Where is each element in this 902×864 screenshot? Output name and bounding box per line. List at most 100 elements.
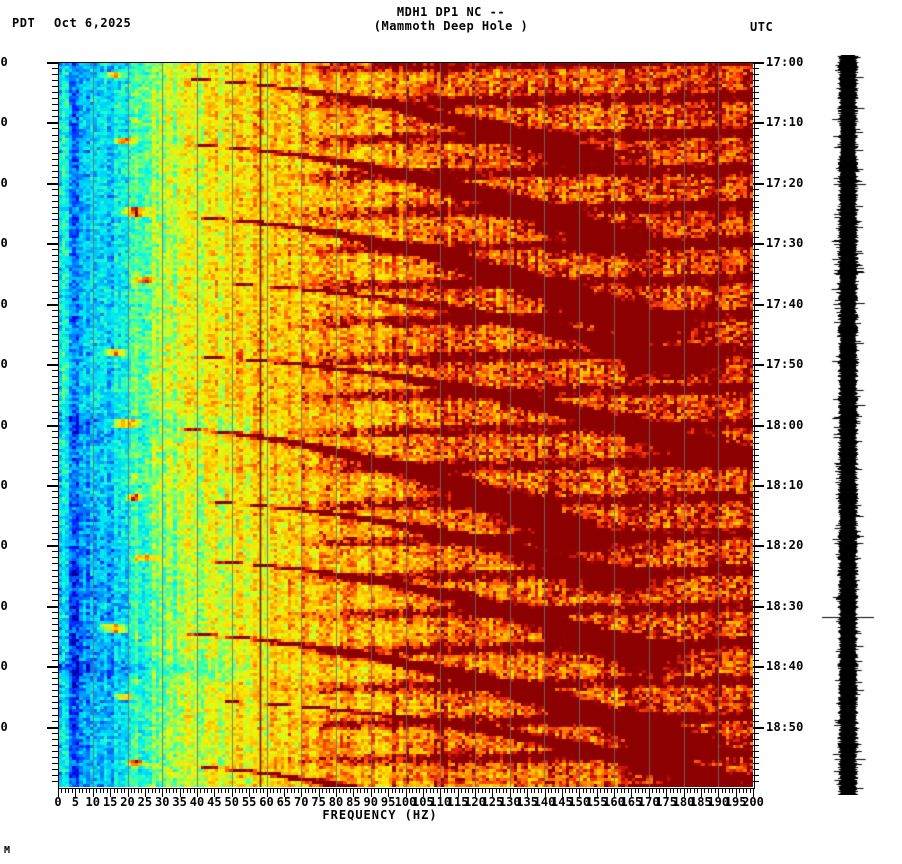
time-tick-minor-right: [753, 128, 759, 130]
freq-label: 140: [533, 795, 556, 809]
freq-tick-minor: [558, 788, 560, 793]
freq-label: 30: [155, 795, 170, 809]
freq-tick-minor: [600, 788, 602, 793]
freq-tick-minor: [725, 788, 727, 793]
time-tick-minor-left: [52, 261, 58, 263]
time-label-pdt: 11:40: [0, 659, 8, 674]
time-tick-minor-left: [52, 478, 58, 480]
page-title: MDH1 DP1 NC --: [396, 5, 506, 19]
time-tick-minor-left: [52, 690, 58, 692]
freq-tick-minor: [714, 788, 716, 793]
time-tick-minor-right: [753, 412, 759, 414]
time-tick-minor-left: [52, 267, 58, 269]
time-tick-minor-right: [753, 225, 759, 227]
time-tick-major-left: [47, 62, 58, 64]
freq-tick-minor: [690, 788, 692, 793]
freq-tick-minor: [641, 788, 643, 793]
time-tick-minor-left: [52, 376, 58, 378]
freq-tick-minor: [235, 788, 237, 793]
time-tick-minor-left: [52, 128, 58, 130]
freq-tick-minor: [82, 788, 84, 793]
freq-tick-minor: [454, 788, 456, 793]
freq-tick-minor: [572, 788, 574, 793]
time-label-pdt: 11:50: [0, 719, 8, 734]
time-tick-minor-left: [52, 176, 58, 178]
time-tick-minor-left: [52, 581, 58, 583]
freq-tick-minor: [210, 788, 212, 793]
x-axis-title: FREQUENCY (HZ): [322, 808, 438, 822]
time-tick-minor-right: [753, 333, 759, 335]
freq-tick-minor: [134, 788, 136, 793]
spectrogram-canvas[interactable]: [58, 62, 753, 787]
time-tick-minor-right: [753, 551, 759, 553]
freq-tick-minor: [280, 788, 282, 793]
time-tick-minor-left: [52, 436, 58, 438]
freq-label: 85: [346, 795, 361, 809]
time-tick-major-left: [47, 424, 58, 427]
time-label-pdt: 11:20: [0, 538, 8, 553]
time-tick-major-left: [47, 545, 58, 548]
freq-tick-minor: [381, 788, 383, 793]
freq-tick-minor: [523, 788, 525, 793]
freq-tick-minor: [634, 788, 636, 793]
time-tick-minor-left: [52, 388, 58, 390]
time-tick-minor-right: [753, 110, 759, 112]
freq-tick-minor: [273, 788, 275, 793]
freq-tick-minor: [217, 788, 219, 793]
seismogram-trace: [820, 55, 880, 795]
freq-tick-minor: [620, 788, 622, 793]
time-tick-minor-right: [753, 539, 759, 541]
freq-label: 135: [516, 795, 538, 809]
freq-tick-major: [718, 788, 720, 797]
time-tick-minor-left: [52, 490, 58, 492]
time-tick-major-right: [753, 62, 764, 64]
freq-tick-major: [544, 788, 546, 797]
freq-tick-major: [527, 788, 529, 797]
time-tick-minor-left: [52, 255, 58, 257]
freq-tick-major: [475, 788, 476, 797]
time-tick-minor-right: [753, 768, 759, 770]
freq-tick-minor: [537, 788, 539, 793]
freq-tick-minor: [155, 788, 157, 793]
freq-tick-major: [75, 788, 77, 797]
freq-tick-major: [631, 788, 633, 797]
time-tick-minor-left: [52, 599, 58, 601]
time-label-utc: 18:30: [766, 598, 804, 613]
freq-tick-minor: [447, 788, 449, 793]
freq-tick-major: [283, 788, 285, 797]
freq-tick-major: [735, 788, 737, 797]
time-tick-minor-right: [753, 134, 759, 136]
spectrogram-plot[interactable]: [58, 62, 753, 787]
time-tick-minor-right: [753, 249, 759, 251]
time-label-utc: 17:30: [766, 236, 804, 251]
freq-tick-major: [249, 788, 251, 797]
time-tick-minor-right: [753, 194, 759, 196]
time-tick-minor-left: [52, 231, 58, 233]
time-tick-minor-right: [753, 648, 759, 650]
time-tick-minor-right: [753, 623, 759, 625]
freq-tick-minor: [732, 788, 734, 793]
time-tick-minor-left: [52, 158, 58, 160]
freq-tick-minor: [377, 788, 379, 793]
time-tick-minor-left: [52, 738, 58, 740]
time-tick-minor-right: [753, 533, 759, 535]
time-tick-major-right: [753, 484, 764, 487]
time-tick-minor-right: [753, 509, 759, 511]
time-tick-minor-right: [753, 720, 759, 722]
time-tick-minor-right: [753, 80, 759, 82]
time-tick-major-left: [47, 243, 58, 246]
time-tick-minor-left: [52, 333, 58, 335]
time-tick-minor-left: [52, 273, 58, 275]
time-tick-minor-left: [52, 394, 58, 396]
time-tick-minor-left: [52, 382, 58, 384]
freq-tick-major: [353, 788, 355, 797]
freq-label: 180: [672, 795, 695, 809]
freq-label: 90: [363, 795, 378, 809]
freq-tick-minor: [137, 788, 139, 793]
freq-tick-major: [92, 788, 94, 797]
time-tick-minor-left: [52, 418, 58, 420]
time-tick-minor-left: [52, 194, 58, 196]
time-tick-minor-left: [52, 68, 58, 70]
freq-label: 130: [498, 795, 521, 809]
freq-tick-minor: [739, 788, 741, 793]
